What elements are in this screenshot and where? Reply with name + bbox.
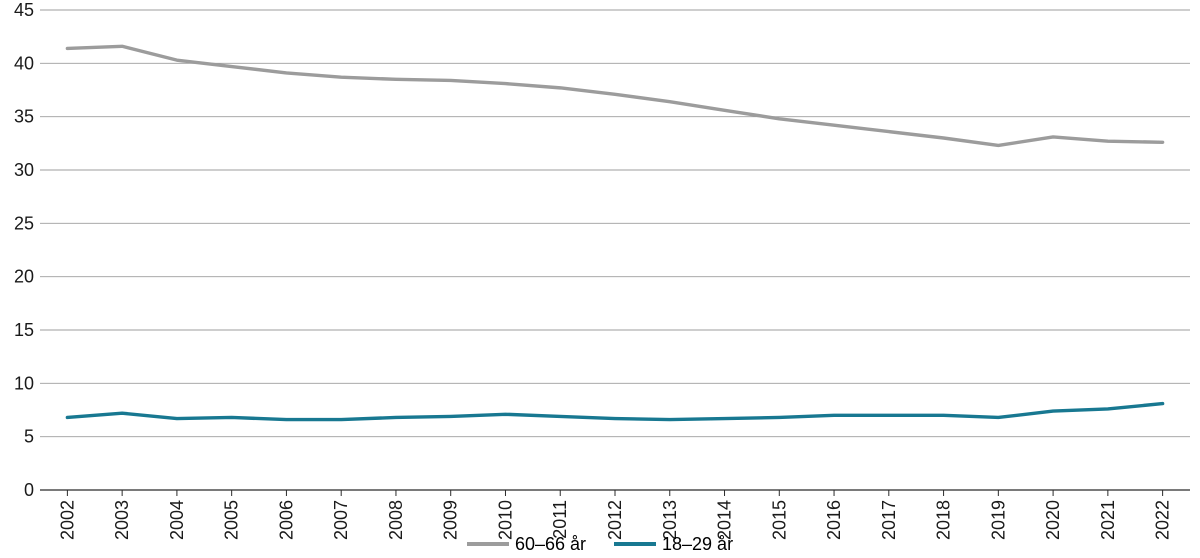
chart-svg: 0510152025303540452002200320042005200620… — [0, 0, 1200, 558]
legend-swatch — [614, 542, 656, 546]
y-tick-label: 30 — [14, 160, 34, 180]
y-tick-label: 25 — [14, 213, 34, 233]
y-tick-label: 45 — [14, 0, 34, 20]
y-tick-label: 5 — [24, 427, 34, 447]
y-tick-label: 0 — [24, 480, 34, 500]
y-tick-label: 20 — [14, 267, 34, 287]
y-tick-label: 40 — [14, 53, 34, 73]
legend-label: 18–29 år — [662, 534, 733, 555]
y-tick-label: 35 — [14, 107, 34, 127]
y-tick-label: 10 — [14, 373, 34, 393]
legend-item-s2: 18–29 år — [614, 534, 733, 555]
line-chart: 0510152025303540452002200320042005200620… — [0, 0, 1200, 558]
legend-item-s1: 60–66 år — [467, 534, 586, 555]
y-tick-label: 15 — [14, 320, 34, 340]
legend: 60–66 år 18–29 år — [0, 530, 1200, 555]
legend-swatch — [467, 542, 509, 546]
legend-label: 60–66 år — [515, 534, 586, 555]
